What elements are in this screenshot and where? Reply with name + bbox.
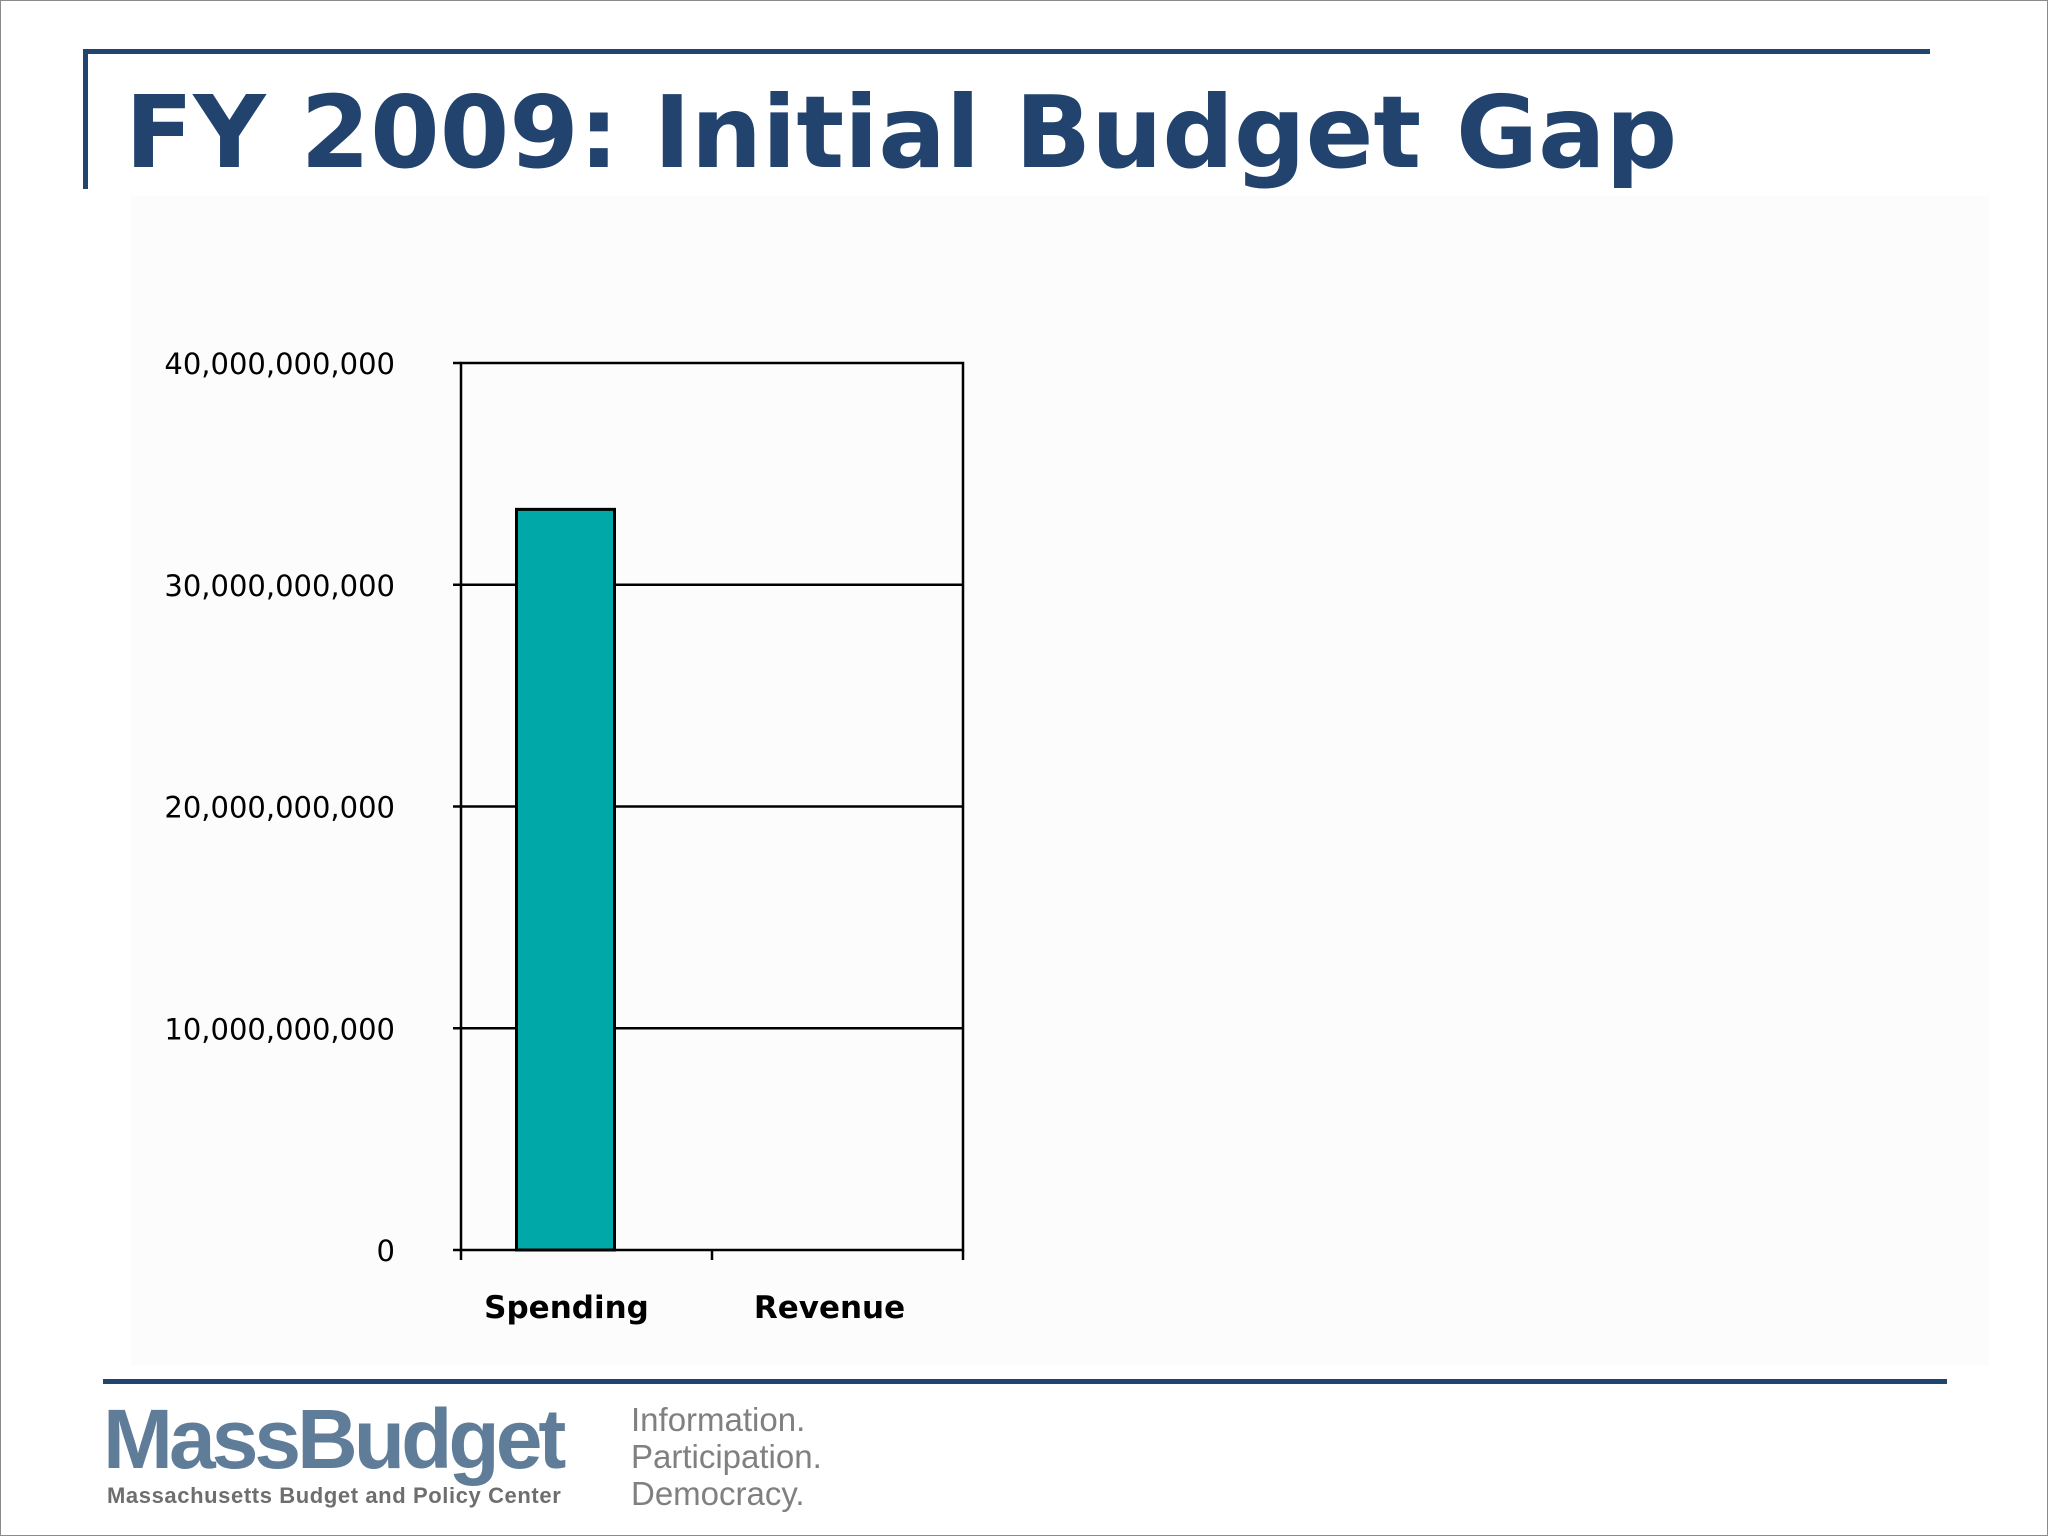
org-name: Massachusetts Budget and Policy Center xyxy=(107,1483,562,1508)
y-tick-label: 40,000,000,000 xyxy=(164,347,395,381)
tagline-line: Democracy. xyxy=(631,1475,805,1512)
y-tick-label: 30,000,000,000 xyxy=(164,569,395,603)
slide-title: FY 2009: Initial Budget Gap xyxy=(125,74,1678,191)
y-tick-label: 10,000,000,000 xyxy=(164,1012,395,1046)
title-rule-vertical xyxy=(83,49,88,189)
tagline-line: Information. xyxy=(631,1401,806,1438)
bar-spending xyxy=(515,507,616,1252)
x-tick-label: Spending xyxy=(484,1290,649,1326)
footer-rule xyxy=(103,1379,1947,1384)
y-tick-label: 20,000,000,000 xyxy=(164,791,395,825)
y-tick-label: 0 xyxy=(377,1234,395,1268)
tagline-line: Participation. xyxy=(631,1438,822,1475)
massbudget-logo: MassBudget xyxy=(103,1392,566,1486)
x-tick-label: Revenue xyxy=(754,1290,905,1326)
title-rule xyxy=(83,49,1930,54)
content-panel xyxy=(131,196,1989,1366)
